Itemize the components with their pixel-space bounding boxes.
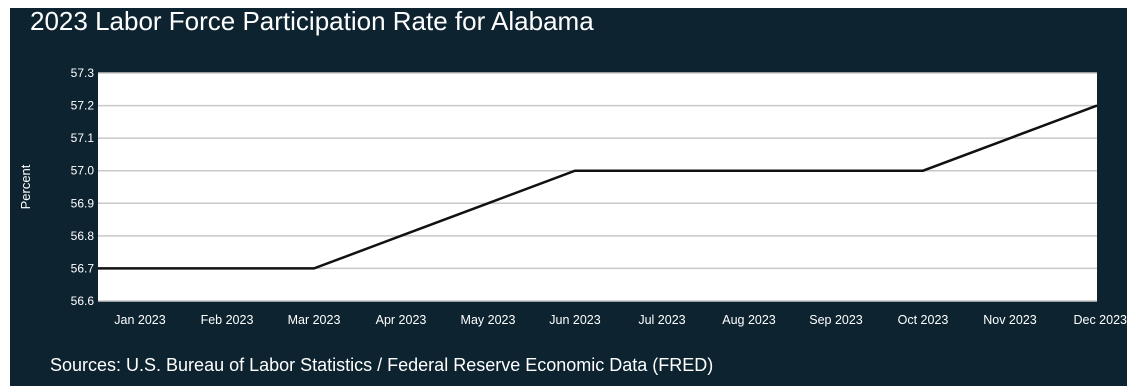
chart-title: 2023 Labor Force Participation Rate for … [30,6,594,36]
plot-area [98,73,1097,301]
y-axis-label: Percent [18,164,33,209]
x-tick-label: Sep 2023 [809,313,863,327]
x-tick-label: Feb 2023 [201,313,254,327]
x-tick-label: Jun 2023 [549,313,600,327]
y-tick-label: 57.2 [71,99,95,113]
y-tick-label: 57.0 [71,164,95,178]
x-tick-label: Apr 2023 [376,313,427,327]
x-tick-label: Jul 2023 [638,313,685,327]
y-tick-label: 56.8 [71,229,95,243]
y-tick-label: 56.7 [71,261,95,275]
y-tick-label: 56.6 [71,294,95,308]
source-note: Sources: U.S. Bureau of Labor Statistics… [50,355,714,375]
gridlines [98,72,1097,302]
x-tick-label: Jan 2023 [114,313,165,327]
x-tick-label: Mar 2023 [288,313,341,327]
x-tick-label: May 2023 [461,313,516,327]
series-line [98,104,1098,270]
x-tick-label: Aug 2023 [722,313,776,327]
x-tick-label: Dec 2023 [1073,313,1127,327]
x-tick-label: Oct 2023 [898,313,949,327]
y-axis-ticks: 56.6 56.7 56.8 56.9 57.0 57.1 57.2 57.3 [71,66,95,308]
y-tick-label: 57.1 [71,131,95,145]
x-tick-label: Nov 2023 [983,313,1037,327]
x-axis-ticks: Jan 2023 Feb 2023 Mar 2023 Apr 2023 May 2023… [114,313,1127,327]
y-tick-label: 57.3 [71,66,95,80]
y-tick-label: 56.9 [71,196,95,210]
